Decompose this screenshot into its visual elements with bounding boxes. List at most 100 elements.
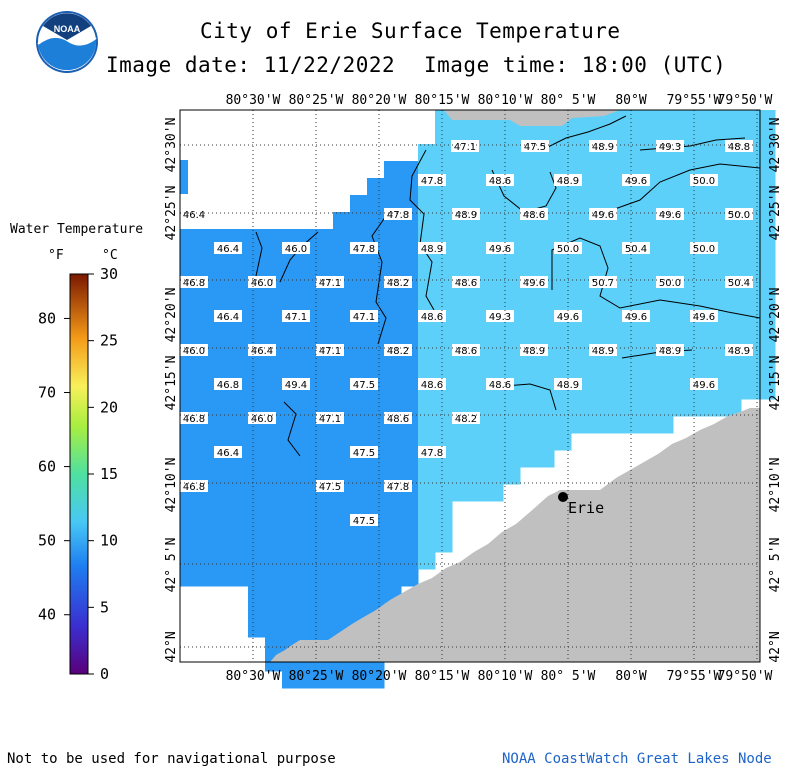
temperature-label: 47.8 [418, 174, 446, 187]
svg-text:47.8: 47.8 [421, 176, 443, 187]
temperature-label: 46.4 [180, 208, 208, 221]
temperature-label: 49.6 [520, 276, 548, 289]
svg-text:48.9: 48.9 [455, 210, 477, 221]
svg-text:47.1: 47.1 [285, 312, 307, 323]
unit-c-label: °C [102, 248, 118, 263]
svg-text:46.8: 46.8 [183, 414, 205, 425]
legend-title: Water Temperature [10, 222, 144, 237]
temperature-label: 50.0 [656, 276, 684, 289]
svg-text:48.8: 48.8 [728, 142, 750, 153]
footer-source[interactable]: NOAA CoastWatch Great Lakes Node [502, 751, 772, 767]
svg-text:50.0: 50.0 [693, 176, 715, 187]
svg-text:48.9: 48.9 [557, 176, 579, 187]
lon-label-top: 80°20'W [352, 93, 407, 108]
lat-label-right: 42°25'N [768, 186, 783, 241]
svg-text:47.5: 47.5 [353, 448, 375, 459]
lat-label-right: 42°10'N [768, 458, 783, 513]
legend-c-tick: 15 [100, 465, 118, 483]
temperature-label: 49.6 [486, 242, 514, 255]
svg-text:46.8: 46.8 [217, 380, 239, 391]
lat-label-right: 42°N [768, 631, 783, 662]
temperature-label: 49.6 [656, 208, 684, 221]
svg-text:46.4: 46.4 [217, 244, 239, 255]
temperature-label: 46.0 [248, 412, 276, 425]
land-area [270, 408, 760, 662]
temperature-label: 47.8 [384, 480, 412, 493]
svg-text:47.8: 47.8 [387, 210, 409, 221]
svg-text:48.9: 48.9 [523, 346, 545, 357]
svg-text:47.8: 47.8 [421, 448, 443, 459]
lon-label-bottom: 80°10'W [478, 669, 533, 684]
svg-text:49.6: 49.6 [659, 210, 681, 221]
image-time: Image time: 18:00 (UTC) [424, 53, 727, 77]
svg-text:46.8: 46.8 [183, 482, 205, 493]
lon-label-top: 80° 5'W [541, 93, 596, 108]
temperature-label: 47.5 [316, 480, 344, 493]
svg-text:46.0: 46.0 [285, 244, 307, 255]
unit-f-label: °F [48, 248, 64, 263]
temperature-label: 47.1 [350, 310, 378, 323]
svg-text:50.0: 50.0 [728, 210, 750, 221]
lat-lon-graticule [180, 110, 760, 662]
temperature-label: 48.6 [486, 378, 514, 391]
temperature-label: 48.2 [384, 276, 412, 289]
temperature-label: 46.4 [214, 446, 242, 459]
city-marker[interactable] [558, 492, 568, 502]
temperature-label: 50.0 [725, 208, 753, 221]
temperature-label: 47.1 [316, 344, 344, 357]
svg-text:49.6: 49.6 [693, 312, 715, 323]
temperature-label: 48.2 [452, 412, 480, 425]
temperature-label: 48.9 [520, 344, 548, 357]
temperature-label: 46.8 [180, 276, 208, 289]
svg-text:47.5: 47.5 [353, 380, 375, 391]
temperature-label: 49.6 [622, 310, 650, 323]
legend-c-tick: 25 [100, 332, 118, 350]
svg-text:48.9: 48.9 [728, 346, 750, 357]
svg-text:47.8: 47.8 [353, 244, 375, 255]
svg-text:48.6: 48.6 [489, 176, 511, 187]
temperature-label: 48.9 [452, 208, 480, 221]
svg-text:46.0: 46.0 [251, 278, 273, 289]
svg-text:46.4: 46.4 [183, 210, 205, 221]
temperature-label: 48.6 [486, 174, 514, 187]
lat-label-right: 42°20'N [768, 288, 783, 343]
temperature-label: 47.5 [350, 446, 378, 459]
temperature-label: 49.6 [690, 310, 718, 323]
lon-label-top: 80°30'W [226, 93, 281, 108]
temperature-label: 50.7 [589, 276, 617, 289]
lat-label-left: 42°10'N [164, 458, 179, 513]
legend-c-tick: 20 [100, 398, 118, 416]
temperature-label: 46.0 [282, 242, 310, 255]
land-area-north [444, 110, 620, 126]
temperature-label: 46.0 [180, 344, 208, 357]
temperature-label: 50.4 [622, 242, 650, 255]
temperature-label: 50.0 [554, 242, 582, 255]
temperature-label: 49.6 [589, 208, 617, 221]
lon-label-top: 80°15'W [415, 93, 470, 108]
temperature-label: 46.8 [214, 378, 242, 391]
svg-text:49.3: 49.3 [659, 142, 681, 153]
temperature-label: 49.3 [486, 310, 514, 323]
temperature-label: 50.0 [690, 242, 718, 255]
lon-label-bottom: 80°30'W [226, 669, 281, 684]
svg-text:49.6: 49.6 [693, 380, 715, 391]
lat-label-left: 42°30'N [164, 118, 179, 173]
legend-c-tick: 0 [100, 665, 109, 683]
svg-text:48.6: 48.6 [387, 414, 409, 425]
temperature-label: 47.8 [384, 208, 412, 221]
lon-label-bottom: 80° 5'W [541, 669, 596, 684]
svg-text:47.1: 47.1 [353, 312, 375, 323]
svg-text:50.0: 50.0 [659, 278, 681, 289]
svg-text:49.6: 49.6 [625, 312, 647, 323]
svg-text:48.2: 48.2 [387, 278, 409, 289]
svg-text:47.1: 47.1 [319, 278, 341, 289]
lon-label-top: 79°50'W [718, 93, 773, 108]
svg-text:47.5: 47.5 [353, 516, 375, 527]
map-view[interactable]: 47.1 47.5 48.9 49.3 48.8 47.8 48.6 48.9 49.6 50.0… [0, 0, 800, 700]
temperature-label: 49.4 [282, 378, 310, 391]
lat-label-left: 42°20'N [164, 288, 179, 343]
image-date: Image date: 11/22/2022 [106, 53, 396, 77]
map-frame [179, 109, 761, 663]
svg-text:47.1: 47.1 [319, 346, 341, 357]
